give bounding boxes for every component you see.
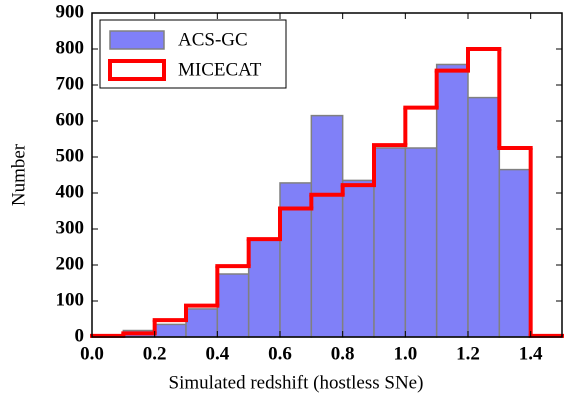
bar — [498, 168, 532, 338]
bar — [247, 239, 281, 338]
y-tick-label: 600 — [56, 109, 85, 130]
x-tick-label: 1.4 — [519, 343, 543, 364]
legend-swatch — [109, 30, 165, 50]
y-tick-label: 700 — [56, 73, 85, 94]
x-tick-label: 0.0 — [80, 343, 104, 364]
x-axis-label: Simulated redshift (hostless SNe) — [169, 372, 424, 393]
bar — [153, 323, 187, 338]
bar — [435, 63, 469, 338]
x-tick-label: 0.4 — [205, 343, 229, 364]
x-tick-label: 0.8 — [331, 343, 355, 364]
bar — [279, 182, 313, 338]
x-tick-label: 1.0 — [393, 343, 417, 364]
bar — [373, 147, 407, 338]
bar — [404, 147, 438, 338]
y-tick-label: 100 — [56, 289, 85, 310]
y-tick-label: 500 — [56, 145, 85, 166]
legend-label: MICECAT — [178, 59, 262, 80]
legend-label: ACS-GC — [178, 29, 248, 50]
y-tick-label: 300 — [56, 217, 85, 238]
bar — [185, 308, 219, 338]
plot-frame — [91, 12, 563, 338]
x-tick-label: 1.2 — [456, 343, 480, 364]
bar — [310, 114, 344, 338]
x-tick-label: 0.6 — [268, 343, 292, 364]
y-tick-label: 400 — [56, 181, 85, 202]
bar — [467, 96, 501, 338]
y-axis-label: Number — [8, 143, 29, 206]
y-tick-label: 900 — [56, 1, 85, 22]
legend-swatch — [108, 59, 166, 81]
x-tick-label: 0.2 — [143, 343, 167, 364]
y-tick-label: 0 — [75, 325, 85, 346]
bar — [216, 273, 250, 338]
bar — [341, 179, 375, 338]
y-tick-label: 200 — [56, 253, 85, 274]
y-tick-label: 800 — [56, 37, 85, 58]
